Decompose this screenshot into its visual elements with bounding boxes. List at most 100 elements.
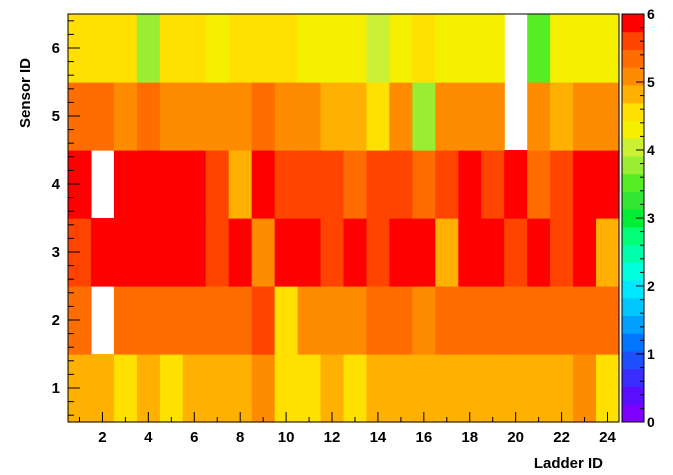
- heatmap-cell: [458, 14, 482, 83]
- heatmap-cell: [504, 218, 528, 287]
- heatmap-cell: [481, 150, 505, 219]
- color-scale-swatch: [622, 191, 644, 210]
- heatmap-cell: [90, 82, 115, 151]
- heatmap-cell: [228, 14, 253, 83]
- heatmap-cell: [113, 150, 138, 219]
- color-scale-swatch: [622, 368, 644, 388]
- x-tick-label: 24: [599, 429, 616, 446]
- color-scale-bar: 0 1 2 3 4 5 6: [621, 6, 655, 430]
- heatmap-cell: [527, 14, 551, 83]
- heatmap-cell: [343, 218, 368, 287]
- heatmap-cell: [136, 354, 161, 423]
- heatmap-cell: [366, 14, 391, 83]
- color-scale-swatch: [622, 280, 644, 299]
- heatmap-cell: [136, 218, 161, 287]
- color-scale-tick-label: 6: [647, 6, 655, 22]
- heatmap-cell: [113, 354, 138, 423]
- color-scale-swatch: [622, 173, 644, 192]
- color-scale-tick-label: 2: [647, 278, 655, 294]
- heatmap-cell: [596, 150, 620, 219]
- x-tick-label: 2: [98, 429, 106, 446]
- heatmap-cell: [159, 218, 184, 287]
- heatmap-cell: [527, 82, 551, 151]
- color-scale-swatch: [622, 120, 644, 139]
- heatmap-cell: [297, 82, 322, 151]
- heatmap-cell: [458, 150, 482, 219]
- heatmap-cell: [550, 150, 574, 219]
- heatmap-cell: [435, 14, 459, 83]
- heatmap-cell: [251, 14, 276, 83]
- heatmap-cell: [435, 150, 459, 219]
- heatmap-cell: [550, 354, 574, 423]
- y-tick-label: 2: [52, 312, 60, 329]
- color-scale-swatch: [622, 244, 644, 263]
- heatmap-cell: [389, 354, 413, 423]
- heatmap-cell: [205, 82, 230, 151]
- heatmap-cell: [159, 286, 184, 355]
- heatmap-cell: [182, 354, 207, 423]
- heatmap-cell: [458, 354, 482, 423]
- color-scale-swatch: [622, 67, 644, 86]
- heatmap-cell: [504, 150, 528, 219]
- heatmap-cell: [274, 354, 299, 423]
- heatmap-cell: [343, 354, 368, 423]
- heatmap-cell: [573, 354, 597, 423]
- heatmap-cell: [527, 286, 551, 355]
- heatmap-cell: [550, 82, 574, 151]
- heatmap-cell: [596, 354, 620, 423]
- heatmap-cell: [320, 82, 345, 151]
- heatmap-cell: [504, 354, 528, 423]
- heatmap-cell: [136, 286, 161, 355]
- heatmap-cell: [251, 286, 276, 355]
- heatmap-cell: [228, 150, 253, 219]
- heatmap-cell: [435, 354, 459, 423]
- x-tick-label: 22: [553, 429, 570, 446]
- heatmap-cell: [435, 286, 459, 355]
- heatmap-cell: [481, 354, 505, 423]
- heatmap-cell: [573, 218, 597, 287]
- y-axis-label: Sensor ID: [17, 58, 34, 128]
- heatmap-cell: [343, 82, 368, 151]
- heatmap-cell: [297, 354, 322, 423]
- heatmap-cell: [343, 14, 368, 83]
- heatmap-cell: [527, 218, 551, 287]
- heatmap-cell: [366, 150, 391, 219]
- color-scale-swatch: [622, 315, 644, 334]
- color-scale-swatch: [622, 226, 644, 246]
- color-scale-swatch: [622, 84, 644, 104]
- heatmap-cell: [481, 218, 505, 287]
- x-tick-label: 14: [370, 429, 387, 446]
- heatmap-cell: [205, 150, 230, 219]
- heatmap-cell: [481, 14, 505, 83]
- heatmap-cell: [527, 150, 551, 219]
- heatmap-cell: [90, 218, 115, 287]
- color-scale-swatch: [622, 333, 644, 352]
- heatmap-cell: [458, 218, 482, 287]
- color-scale-tick-label: 3: [647, 210, 655, 226]
- heatmap-cell: [412, 14, 436, 83]
- heatmap-cell: [320, 218, 345, 287]
- heatmap-cell: [412, 286, 436, 355]
- heatmap-cell: [205, 14, 230, 83]
- heatmap-cell: [366, 82, 391, 151]
- heatmap-cell: [159, 14, 184, 83]
- heatmap-cell: [389, 150, 413, 219]
- heatmap-cell: [389, 218, 413, 287]
- heatmap-cell: [596, 82, 620, 151]
- heatmap-cell: [596, 14, 620, 83]
- color-scale-tick-label: 5: [647, 74, 655, 90]
- heatmap-cell: [274, 286, 299, 355]
- heatmap-cell: [527, 354, 551, 423]
- heatmap-cell: [596, 286, 620, 355]
- heatmap-cell: [182, 150, 207, 219]
- heatmap-cell: [182, 14, 207, 83]
- heatmap-cell: [596, 218, 620, 287]
- heatmap-cell: [159, 150, 184, 219]
- heatmap-cell: [182, 82, 207, 151]
- heatmap-cells: [68, 14, 620, 423]
- heatmap-cell: [274, 218, 299, 287]
- heatmap-cell: [366, 286, 391, 355]
- heatmap-cell: [389, 82, 413, 151]
- color-scale-tick-label: 0: [647, 414, 655, 430]
